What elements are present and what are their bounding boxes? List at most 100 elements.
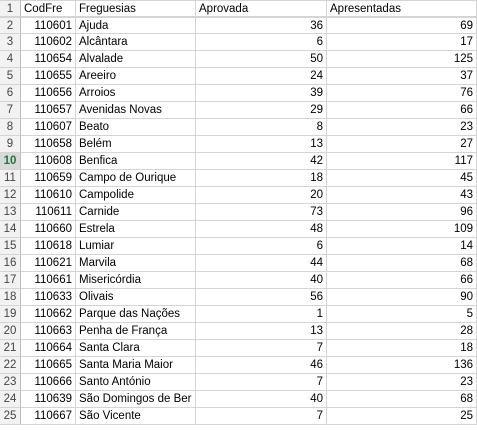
row-number[interactable]: 15 [0,238,21,255]
row-number[interactable]: 25 [0,408,21,425]
cell-codfre[interactable]: 110655 [21,68,76,85]
cell-header-apresentadas[interactable]: Apresentadas [327,0,477,17]
cell-freguesia[interactable]: Campo de Ourique [76,170,196,187]
cell-freguesia[interactable]: Penha de França [76,323,196,340]
cell-codfre[interactable]: 110666 [21,374,76,391]
cell-freguesia[interactable]: Alcântara [76,34,196,51]
cell-aprovada[interactable]: 13 [196,136,327,153]
cell-apresentadas[interactable]: 45 [327,170,477,187]
cell-freguesia[interactable]: São Vicente [76,408,196,425]
cell-freguesia[interactable]: Santo António [76,374,196,391]
cell-codfre[interactable]: 110656 [21,85,76,102]
cell-apresentadas[interactable]: 18 [327,340,477,357]
row-number[interactable]: 10 [0,153,21,170]
row-number[interactable]: 17 [0,272,21,289]
cell-aprovada[interactable]: 40 [196,391,327,408]
cell-aprovada[interactable]: 73 [196,204,327,221]
cell-apresentadas[interactable]: 14 [327,238,477,255]
cell-apresentadas[interactable]: 125 [327,51,477,68]
cell-freguesia[interactable]: Arroios [76,85,196,102]
cell-aprovada[interactable]: 13 [196,323,327,340]
cell-aprovada[interactable]: 46 [196,357,327,374]
row-number[interactable]: 5 [0,68,21,85]
cell-aprovada[interactable]: 40 [196,272,327,289]
cell-codfre[interactable]: 110602 [21,34,76,51]
cell-header-aprovada[interactable]: Aprovada [196,0,327,17]
cell-apresentadas[interactable]: 66 [327,102,477,119]
cell-freguesia[interactable]: Lumiar [76,238,196,255]
cell-freguesia[interactable]: Misericórdia [76,272,196,289]
row-number[interactable]: 22 [0,357,21,374]
cell-apresentadas[interactable]: 37 [327,68,477,85]
cell-header-codfre[interactable]: CodFre [21,0,76,17]
cell-codfre[interactable]: 110658 [21,136,76,153]
cell-codfre[interactable]: 110664 [21,340,76,357]
cell-aprovada[interactable]: 42 [196,153,327,170]
cell-aprovada[interactable]: 8 [196,119,327,136]
row-number[interactable]: 2 [0,17,21,34]
row-number[interactable]: 14 [0,221,21,238]
cell-codfre[interactable]: 110662 [21,306,76,323]
cell-freguesia[interactable]: Belém [76,136,196,153]
cell-freguesia[interactable]: Parque das Nações [76,306,196,323]
cell-aprovada[interactable]: 48 [196,221,327,238]
cell-apresentadas[interactable]: 23 [327,374,477,391]
row-number[interactable]: 18 [0,289,21,306]
cell-aprovada[interactable]: 20 [196,187,327,204]
cell-freguesia[interactable]: Estrela [76,221,196,238]
cell-codfre[interactable]: 110657 [21,102,76,119]
cell-freguesia[interactable]: São Domingos de Ber [76,391,196,408]
cell-aprovada[interactable]: 44 [196,255,327,272]
cell-apresentadas[interactable]: 69 [327,17,477,34]
cell-aprovada[interactable]: 50 [196,51,327,68]
row-number[interactable]: 6 [0,85,21,102]
cell-aprovada[interactable]: 29 [196,102,327,119]
cell-aprovada[interactable]: 18 [196,170,327,187]
cell-freguesia[interactable]: Alvalade [76,51,196,68]
row-number[interactable]: 16 [0,255,21,272]
cell-freguesia[interactable]: Campolide [76,187,196,204]
cell-aprovada[interactable]: 6 [196,34,327,51]
cell-codfre[interactable]: 110661 [21,272,76,289]
cell-codfre[interactable]: 110665 [21,357,76,374]
cell-apresentadas[interactable]: 27 [327,136,477,153]
row-number[interactable]: 23 [0,374,21,391]
cell-codfre[interactable]: 110601 [21,17,76,34]
cell-apresentadas[interactable]: 23 [327,119,477,136]
cell-freguesia[interactable]: Ajuda [76,17,196,34]
cell-freguesia[interactable]: Marvila [76,255,196,272]
row-number[interactable]: 12 [0,187,21,204]
cell-apresentadas[interactable]: 17 [327,34,477,51]
cell-freguesia[interactable]: Olivais [76,289,196,306]
cell-apresentadas[interactable]: 25 [327,408,477,425]
cell-apresentadas[interactable]: 5 [327,306,477,323]
row-number[interactable]: 7 [0,102,21,119]
cell-codfre[interactable]: 110621 [21,255,76,272]
cell-codfre[interactable]: 110608 [21,153,76,170]
cell-codfre[interactable]: 110610 [21,187,76,204]
cell-apresentadas[interactable]: 136 [327,357,477,374]
row-number[interactable]: 24 [0,391,21,408]
cell-apresentadas[interactable]: 117 [327,153,477,170]
cell-freguesia[interactable]: Benfica [76,153,196,170]
row-number[interactable]: 4 [0,51,21,68]
cell-header-freguesias[interactable]: Freguesias [76,0,196,17]
row-number[interactable]: 13 [0,204,21,221]
row-number[interactable]: 11 [0,170,21,187]
row-number[interactable]: 20 [0,323,21,340]
cell-aprovada[interactable]: 7 [196,340,327,357]
cell-aprovada[interactable]: 24 [196,68,327,85]
cell-aprovada[interactable]: 36 [196,17,327,34]
row-number[interactable]: 19 [0,306,21,323]
cell-codfre[interactable]: 110611 [21,204,76,221]
cell-aprovada[interactable]: 7 [196,374,327,391]
cell-codfre[interactable]: 110654 [21,51,76,68]
cell-codfre[interactable]: 110667 [21,408,76,425]
cell-aprovada[interactable]: 7 [196,408,327,425]
cell-freguesia[interactable]: Areeiro [76,68,196,85]
cell-freguesia[interactable]: Santa Maria Maior [76,357,196,374]
cell-apresentadas[interactable]: 28 [327,323,477,340]
cell-codfre[interactable]: 110618 [21,238,76,255]
cell-apresentadas[interactable]: 43 [327,187,477,204]
cell-apresentadas[interactable]: 90 [327,289,477,306]
